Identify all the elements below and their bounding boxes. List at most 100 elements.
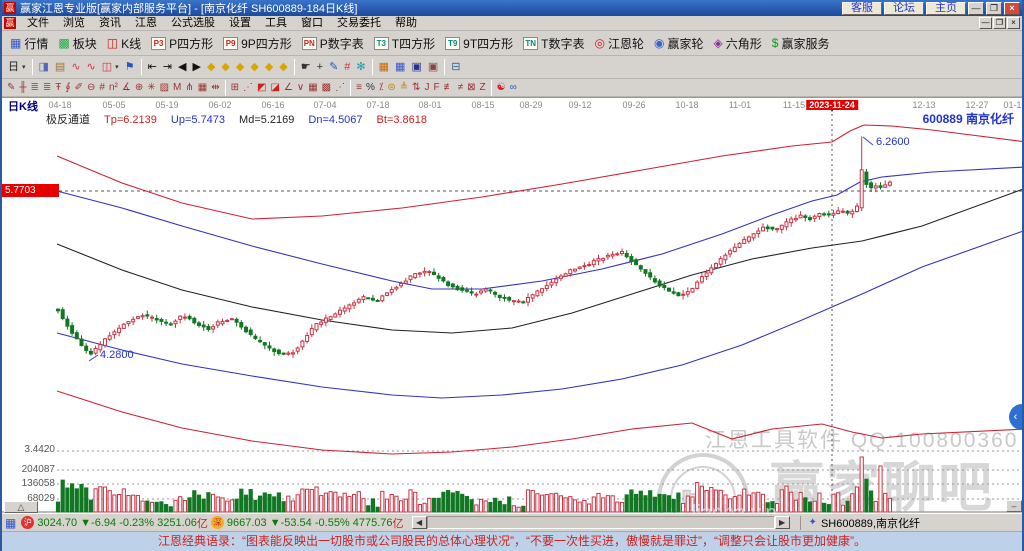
band-grid-tool-icon[interactable]: ▦ [196, 80, 209, 95]
time-price-tool-icon[interactable]: ⇅ [410, 80, 422, 95]
draw-pen-icon[interactable]: ✎ [326, 58, 341, 76]
menu-设置[interactable]: 设置 [229, 16, 251, 29]
polyline-icon[interactable]: ∿ [68, 58, 83, 76]
winner-service-button[interactable]: $ 赢家服务 [767, 33, 835, 53]
diamond-right-icon[interactable]: ◆ [218, 58, 232, 76]
service-button[interactable]: 客服 [842, 1, 882, 15]
mdi-restore-button[interactable]: ❐ [993, 17, 1006, 29]
candle-type-button[interactable]: ◫ ▾ [99, 58, 122, 76]
scroll-right-arrow[interactable]: ▶ [774, 516, 790, 529]
mdi-minimize-button[interactable]: — [979, 17, 992, 29]
calculator-icon[interactable]: ▦ [392, 58, 408, 76]
menu-窗口[interactable]: 窗口 [301, 16, 323, 29]
menu-浏览[interactable]: 浏览 [63, 16, 85, 29]
fine-grid-tool-icon[interactable]: ▦ [306, 80, 319, 95]
p-table-button[interactable]: PN P数字表 [297, 33, 369, 53]
pen-paper-tool-icon[interactable]: ✐ [73, 80, 85, 95]
period-label[interactable]: 日K线 [8, 101, 38, 113]
kline-button[interactable]: ◫ K线 [102, 33, 146, 53]
golden-section-tool-icon[interactable]: ⊜ [385, 80, 397, 95]
sectors-button[interactable]: ▩ 板块 [53, 33, 101, 53]
minimize-button[interactable]: — [968, 1, 984, 15]
pitchfork-tool-icon[interactable]: ⋔ [183, 80, 195, 95]
calendar-icon[interactable]: ▦ [376, 58, 392, 76]
starburst-tool-icon[interactable]: ✳ [145, 80, 157, 95]
menu-帮助[interactable]: 帮助 [395, 16, 417, 29]
save-red-icon[interactable]: ▣ [425, 58, 441, 76]
ladder-x-tool-icon[interactable]: ≠ [456, 80, 466, 95]
ladder2-tool-icon[interactable]: ≣ [41, 80, 53, 95]
save-icon[interactable]: ▣ [408, 58, 424, 76]
t-table-button[interactable]: TN T数字表 [518, 33, 589, 53]
maximize-button[interactable]: ❐ [986, 1, 1002, 15]
quotes-button[interactable]: ▦ 行情 [5, 33, 53, 53]
spiral-tool-icon[interactable]: ∮ [63, 80, 72, 95]
golden-lines-tool-icon[interactable]: ≜ [398, 80, 410, 95]
f-wave-tool-icon[interactable]: F [432, 80, 442, 95]
diamond-shrink-icon[interactable]: ◆ [247, 58, 261, 76]
ellipse-tool-icon[interactable]: ⊖ [85, 80, 97, 95]
peak-tool-icon[interactable]: M [171, 80, 183, 95]
green-ladder-tool-icon[interactable]: ≣ [28, 80, 40, 95]
box-x-tool-icon[interactable]: ⊠ [465, 80, 477, 95]
hexagon-button[interactable]: ◈ 六角形 [709, 33, 767, 53]
fan-rays-tool-icon[interactable]: ⋰ [241, 80, 255, 95]
shade-box-tool-icon[interactable]: ▨ [158, 80, 171, 95]
menu-工具[interactable]: 工具 [265, 16, 287, 29]
check-lines-tool-icon[interactable]: ∨ [295, 80, 306, 95]
levels-tool-icon[interactable]: ≡ [354, 80, 364, 95]
scroll-left-arrow[interactable]: ◀ [411, 516, 427, 529]
menu-文件[interactable]: 文件 [27, 16, 49, 29]
filled-fan-tool-icon[interactable]: ◩ [255, 80, 268, 95]
diamond-expand-icon[interactable]: ◆ [233, 58, 247, 76]
hand-tool-icon[interactable]: ☛ [298, 58, 314, 76]
home-button[interactable]: 主页 [926, 1, 966, 15]
net-grid-icon[interactable]: # [341, 58, 353, 76]
rect-drag-tool-icon[interactable]: ⊞ [229, 80, 241, 95]
j-wave-tool-icon[interactable]: J [423, 80, 432, 95]
percent-tool-icon[interactable]: % [364, 80, 377, 95]
volume-collapse-button[interactable]: – [1006, 500, 1022, 512]
horizontal-scrollbar[interactable]: ◀ ▶ [411, 516, 790, 529]
info-board-icon[interactable]: ▤ [52, 58, 68, 76]
quote-table-icon[interactable]: ▦ [5, 515, 17, 530]
p9-square-button[interactable]: P9 9P四方形 [218, 33, 297, 53]
mdi-close-button[interactable]: × [1007, 17, 1020, 29]
chart-style-icon[interactable]: ◨ [36, 58, 52, 76]
dark-box-tool-icon[interactable]: ◪ [268, 80, 281, 95]
infinity-icon[interactable]: ∞ [508, 80, 519, 95]
angle-lines-tool-icon[interactable]: ∠ [282, 80, 295, 95]
indicator-flag-icon[interactable]: ⚑ [122, 58, 138, 76]
p-square-button[interactable]: P3 P四方形 [146, 33, 218, 53]
menu-公式选股[interactable]: 公式选股 [171, 16, 215, 29]
forum-button[interactable]: 论坛 [884, 1, 924, 15]
side-panel-toggle[interactable]: ‹ [1009, 404, 1022, 430]
crosshair-tool-icon[interactable]: + [314, 58, 326, 76]
gann-wheel-button[interactable]: ◎ 江恩轮 [590, 33, 650, 53]
arrow-span-tool-icon[interactable]: ⇹ [209, 80, 221, 95]
menu-江恩[interactable]: 江恩 [135, 16, 157, 29]
first-page-icon[interactable]: ⇤ [145, 58, 160, 76]
prev-page-icon[interactable]: ◀ [175, 58, 189, 76]
gann-circle-tool-icon[interactable]: ⊕ [133, 80, 145, 95]
menu-资讯[interactable]: 资讯 [99, 16, 121, 29]
t9-square-button[interactable]: T9 9T四方形 [440, 33, 518, 53]
close-button[interactable]: × [1004, 1, 1020, 15]
diamond-zoomin-icon[interactable]: ◆ [262, 58, 276, 76]
polyline2-icon[interactable]: ∿ [84, 58, 99, 76]
z-lines-tool-icon[interactable]: Z [478, 80, 488, 95]
chart-area[interactable]: 江恩工具软件 QQ:100800360 赢家聊吧 财赢 日K线 04-1805-… [2, 97, 1022, 513]
truck-icon[interactable]: ⊟ [448, 58, 463, 76]
diamond-zoomout-icon[interactable]: ◆ [276, 58, 290, 76]
percent-lines-tool-icon[interactable]: ⁒ [377, 80, 386, 95]
slash-lines-tool-icon[interactable]: ⋰ [333, 80, 347, 95]
diamond-left-icon[interactable]: ◆ [204, 58, 218, 76]
snowflake-icon[interactable]: ✻ [353, 58, 368, 76]
angle-tool-icon[interactable]: ∡ [120, 80, 133, 95]
pencil-tool-icon[interactable]: ✎ [5, 80, 17, 95]
current-stock-panel[interactable]: ✦ SH600889,南京化纤 [799, 515, 920, 530]
t-square-button[interactable]: T3 T四方形 [369, 33, 440, 53]
volume-expand-button[interactable]: △ [4, 501, 38, 513]
scrollbar-track[interactable] [426, 516, 775, 529]
n-square-tool-icon[interactable]: n² [107, 80, 120, 95]
